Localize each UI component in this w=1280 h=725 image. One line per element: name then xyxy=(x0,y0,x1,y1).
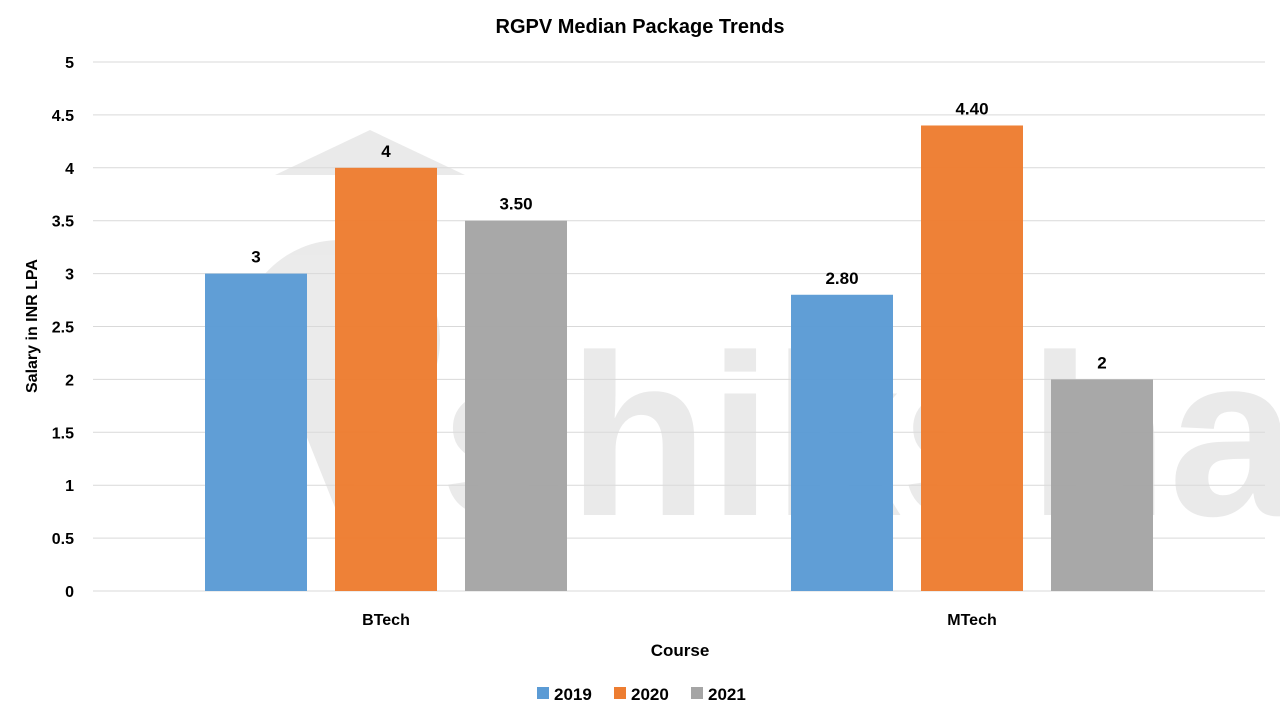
y-tick-label: 1 xyxy=(65,478,74,495)
legend-label-2020: 2020 xyxy=(631,685,669,704)
legend-label-2021: 2021 xyxy=(708,685,746,704)
bars xyxy=(205,125,1153,592)
data-label: 2 xyxy=(1097,353,1106,372)
y-axis-ticks: 0 0.5 1 1.5 2 2.5 3 3.5 4 4.5 5 xyxy=(52,55,74,601)
y-tick-label: 1.5 xyxy=(52,425,74,442)
y-tick-label: 4.5 xyxy=(52,108,74,125)
data-label: 4 xyxy=(381,142,391,161)
legend-swatch-2019 xyxy=(537,687,549,699)
bar-BTech-2021 xyxy=(465,220,567,591)
x-tick-label: BTech xyxy=(362,612,410,629)
y-tick-label: 2 xyxy=(65,372,74,389)
y-tick-label: 0 xyxy=(65,584,74,601)
y-tick-label: 3.5 xyxy=(52,214,74,231)
data-label: 4.40 xyxy=(955,99,988,118)
y-tick-label: 5 xyxy=(65,55,74,72)
y-axis-label: Salary in INR LPA xyxy=(24,259,41,393)
legend: 2019 2020 2021 xyxy=(537,685,746,704)
y-tick-label: 0.5 xyxy=(52,531,74,548)
chart-title: RGPV Median Package Trends xyxy=(496,16,785,38)
bar-MTech-2019 xyxy=(791,294,893,591)
x-axis-ticks: BTech MTech xyxy=(362,612,997,629)
y-tick-label: 2.5 xyxy=(52,320,74,337)
legend-swatch-2020 xyxy=(614,687,626,699)
data-label: 2.80 xyxy=(825,269,858,288)
bar-MTech-2021 xyxy=(1051,379,1153,591)
legend-label-2019: 2019 xyxy=(554,685,592,704)
y-tick-label: 4 xyxy=(65,161,74,178)
x-axis-label: Course xyxy=(651,641,710,660)
data-label: 3 xyxy=(251,248,260,267)
bar-BTech-2019 xyxy=(205,273,307,591)
data-labels: 3 4 3.50 2.80 4.40 2 xyxy=(251,99,1106,372)
x-tick-label: MTech xyxy=(947,612,996,629)
data-label: 3.50 xyxy=(499,195,532,214)
bar-BTech-2020 xyxy=(335,167,437,592)
bar-MTech-2020 xyxy=(921,125,1023,591)
y-tick-label: 3 xyxy=(65,267,74,284)
legend-swatch-2021 xyxy=(691,687,703,699)
